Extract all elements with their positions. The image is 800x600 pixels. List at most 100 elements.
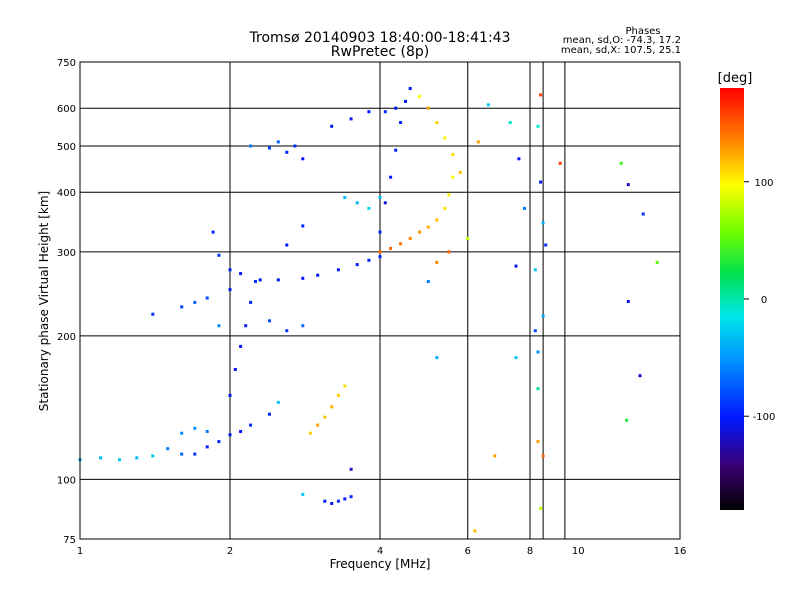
data-point	[330, 405, 334, 409]
data-point	[378, 196, 382, 199]
data-point	[323, 499, 327, 503]
data-point	[239, 344, 243, 348]
data-point	[211, 230, 215, 234]
y-tick-label: 300	[57, 248, 76, 259]
y-tick-label: 75	[63, 535, 76, 546]
data-point	[536, 350, 540, 354]
data-point	[435, 356, 439, 360]
data-point	[458, 171, 462, 174]
data-point	[301, 492, 305, 496]
data-point	[355, 201, 359, 205]
data-point	[447, 250, 451, 254]
data-point	[426, 280, 430, 283]
data-point	[336, 268, 340, 272]
data-point	[473, 529, 477, 533]
data-point	[228, 393, 232, 397]
y-tick-label: 750	[57, 58, 76, 69]
data-point	[367, 206, 371, 210]
colorbar-ticks: 100 0 -100	[744, 178, 775, 423]
data-point	[541, 221, 545, 225]
data-point	[249, 300, 253, 304]
phase-stats-x-mode: mean, sd,X: 107.5, 25.1	[561, 45, 681, 56]
data-point	[408, 236, 412, 240]
data-point	[349, 495, 353, 499]
colorbar	[720, 88, 744, 510]
data-point	[285, 243, 289, 247]
data-point	[378, 255, 382, 259]
data-point	[389, 246, 393, 250]
data-point	[476, 140, 480, 144]
data-point	[228, 268, 232, 272]
data-point	[180, 452, 184, 456]
colorbar-tick-label: 100	[754, 178, 773, 189]
y-tick-label: 600	[57, 104, 76, 115]
data-point	[244, 324, 248, 328]
y-tick-label: 200	[57, 332, 76, 343]
data-point	[394, 148, 398, 152]
data-point	[349, 467, 353, 471]
data-point	[151, 312, 155, 316]
plot-frame	[79, 61, 681, 540]
data-point	[193, 300, 197, 304]
data-point	[239, 272, 243, 276]
colorbar-tick-label: -100	[753, 412, 776, 423]
data-point	[301, 157, 305, 161]
data-point	[276, 278, 280, 282]
data-point	[343, 497, 347, 501]
data-point	[330, 124, 334, 128]
x-tick-label: 4	[377, 546, 383, 557]
data-point	[536, 124, 540, 128]
data-point	[316, 423, 320, 427]
x-tick-label: 1	[77, 546, 83, 557]
data-point	[389, 175, 393, 179]
data-point	[166, 447, 170, 451]
data-point	[486, 103, 490, 107]
data-point	[399, 242, 403, 246]
phase-stats-heading: Phases	[625, 26, 660, 37]
data-point	[508, 121, 512, 124]
data-point	[655, 260, 659, 264]
data-point	[625, 418, 629, 422]
data-point	[217, 253, 221, 257]
data-point	[426, 225, 430, 229]
x-tick-label: 10	[572, 546, 585, 557]
data-point	[268, 146, 271, 150]
data-point	[394, 106, 398, 110]
data-point	[228, 433, 232, 437]
data-point	[205, 445, 209, 449]
data-point	[541, 314, 545, 318]
data-point	[418, 95, 421, 98]
data-point	[233, 368, 237, 371]
data-point	[349, 117, 353, 121]
x-tick-label: 2	[227, 546, 233, 557]
data-point	[539, 506, 543, 510]
data-point	[367, 258, 371, 262]
data-point	[258, 278, 262, 282]
colorbar-tick-label: 0	[761, 295, 767, 306]
data-point	[118, 458, 121, 462]
data-point	[638, 374, 642, 378]
data-point	[217, 440, 221, 444]
data-point	[336, 393, 340, 397]
x-tick-label: 8	[527, 546, 533, 557]
data-point	[301, 224, 305, 228]
data-point	[193, 426, 197, 430]
data-point	[316, 273, 320, 277]
data-point	[301, 276, 305, 280]
data-point	[151, 454, 155, 458]
data-point	[343, 384, 347, 388]
data-point	[383, 201, 387, 205]
x-tick-label: 16	[674, 546, 687, 557]
data-point	[378, 250, 382, 254]
data-point	[285, 329, 289, 333]
data-point	[323, 415, 327, 419]
data-point	[268, 412, 271, 416]
data-point	[293, 144, 297, 148]
data-point	[536, 387, 540, 391]
data-point	[336, 499, 340, 503]
data-point	[443, 206, 447, 210]
data-point	[249, 423, 253, 427]
data-point	[451, 153, 455, 156]
data-point	[539, 93, 543, 97]
